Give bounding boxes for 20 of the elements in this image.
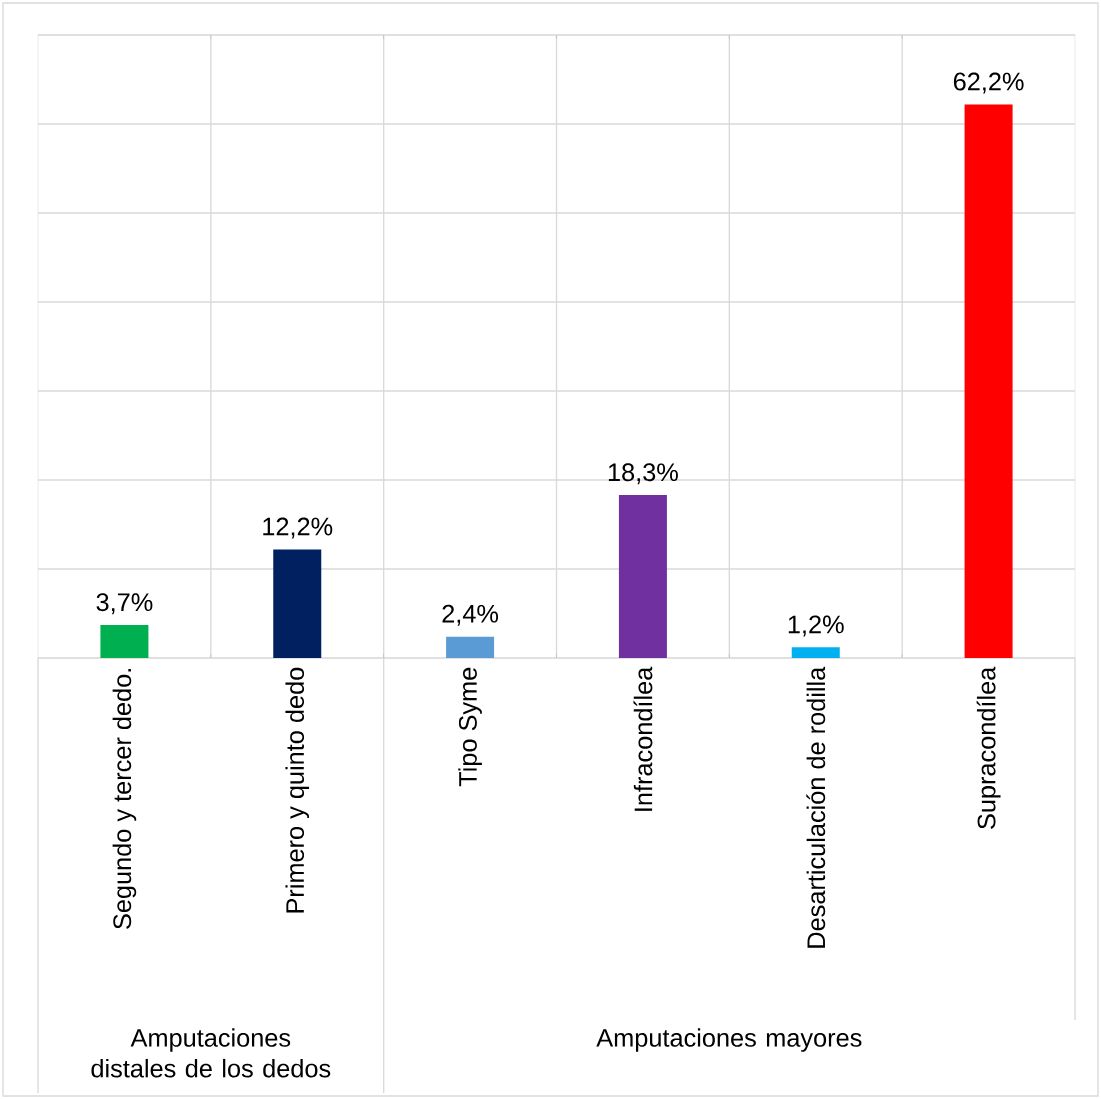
bar — [964, 104, 1013, 658]
x-tick-label: Desarticulación de rodilla — [806, 666, 826, 948]
data-label: 62,2% — [953, 72, 1024, 94]
bar — [791, 647, 840, 658]
x-tick-label: Infracondílea — [633, 666, 653, 811]
data-label: 18,3% — [608, 463, 678, 485]
bar — [446, 636, 495, 658]
x-tick-label: Primero y quinto dedo — [285, 667, 310, 913]
data-label: 12,2% — [263, 517, 333, 539]
x-tick-label: Tipo Syme — [458, 667, 482, 787]
x-tick-label: Supracondílea — [976, 666, 1001, 829]
text: Amputaciones distales de los dedos — [91, 1028, 331, 1078]
x-tick-label: Segundo y tercer dedo. — [112, 669, 137, 929]
data-label: 2,4% — [442, 604, 499, 626]
bar — [100, 625, 149, 658]
bar — [273, 549, 322, 658]
text: Amputaciones mayores — [596, 1028, 862, 1052]
data-label: 3,7% — [96, 593, 153, 615]
bar — [618, 495, 667, 658]
data-label: 1,2% — [788, 615, 844, 637]
